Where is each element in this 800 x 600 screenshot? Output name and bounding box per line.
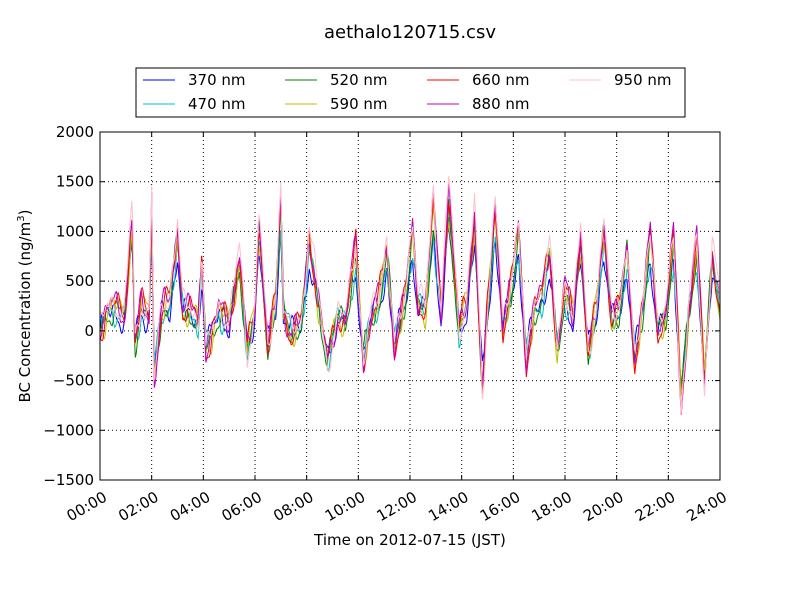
- series-line: [99, 175, 721, 414]
- x-tick-label: 12:00: [374, 488, 420, 525]
- x-tick-label: 14:00: [425, 488, 471, 525]
- legend-label: 370 nm: [188, 71, 246, 89]
- x-tick-label: 16:00: [477, 488, 523, 525]
- y-tick-label: −1500: [43, 471, 94, 489]
- legend: 370 nm 470 nm 520 nm 590 nm 660 nm 880 nm 950 …: [135, 67, 686, 118]
- y-tick-label: 2000: [56, 123, 94, 141]
- y-tick-label: −500: [53, 372, 94, 390]
- y-tick-label: 1000: [56, 222, 94, 240]
- legend-label: 660 nm: [472, 71, 530, 89]
- x-tick-label: 22:00: [632, 488, 678, 525]
- x-tick-label: 18:00: [529, 488, 575, 525]
- legend-label: 470 nm: [188, 95, 246, 113]
- x-tick-label: 04:00: [167, 488, 213, 525]
- legend-label: 520 nm: [330, 71, 388, 89]
- legend-label: 950 nm: [614, 71, 672, 89]
- x-tick-label: 08:00: [270, 488, 316, 525]
- grid-lines: [100, 132, 720, 480]
- x-tick-label: 24:00: [684, 488, 730, 525]
- chart-title: aethalo120715.csv: [324, 22, 496, 43]
- y-tick-label: 0: [84, 322, 94, 340]
- x-tick-label: 00:00: [64, 488, 110, 525]
- legend-label: 590 nm: [330, 95, 388, 113]
- y-axis-label: BC Concentration (ng/m3): [16, 210, 34, 403]
- legend-label: 880 nm: [472, 95, 530, 113]
- y-axis-label-main: BC Concentration (ng/m: [16, 222, 34, 403]
- y-tick-label: 1500: [56, 173, 94, 191]
- y-axis-label-end: ): [16, 210, 34, 216]
- y-axis-label-sup: 3: [16, 215, 27, 221]
- x-tick-label: 20:00: [580, 488, 626, 525]
- y-tick-label: 500: [65, 272, 94, 290]
- x-tick-label: 06:00: [219, 488, 265, 525]
- x-axis-label: Time on 2012-07-15 (JST): [313, 531, 506, 549]
- x-tick-label: 02:00: [115, 488, 161, 525]
- y-tick-label: −1000: [43, 421, 94, 439]
- legend-box: [135, 67, 686, 118]
- series-lines: [99, 175, 721, 415]
- x-tick-label: 10:00: [322, 488, 368, 525]
